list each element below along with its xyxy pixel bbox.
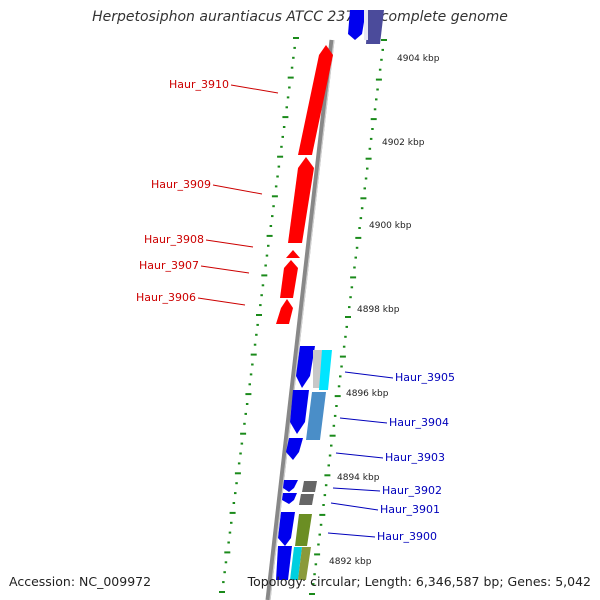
- left-gene-group: [276, 45, 333, 324]
- gene-block-e[interactable]: [278, 512, 295, 546]
- gene-block-olive[interactable]: [298, 547, 311, 580]
- connector-haur-3905: [344, 371, 394, 379]
- scale-label-4892: 4892 kbp: [329, 557, 372, 567]
- connector-haur-3909: [212, 184, 263, 195]
- gene-block-d[interactable]: [282, 493, 297, 504]
- gene-block-c[interactable]: [283, 480, 298, 492]
- right-gene-group: [276, 346, 332, 580]
- connector-haur-3902: [332, 487, 381, 492]
- connector-haur-3900: [327, 532, 376, 538]
- connector-haur-3903: [335, 452, 384, 459]
- top-genes: [348, 10, 384, 44]
- gene-block-b[interactable]: [290, 390, 309, 434]
- top-gene-slate[interactable]: [366, 10, 384, 44]
- gene-haur-3906[interactable]: [276, 299, 293, 324]
- accession-text: Accession: NC_009972: [9, 574, 152, 589]
- label-haur-3900[interactable]: Haur_3900: [377, 530, 437, 543]
- right-tick-track: [309, 39, 387, 595]
- gene-haur-3907[interactable]: [280, 260, 298, 298]
- scale-label-4900: 4900 kbp: [369, 221, 412, 231]
- connector-haur-3907: [200, 265, 250, 274]
- gene-block-a-grey[interactable]: [313, 350, 322, 388]
- top-gene-separator: [364, 10, 368, 40]
- label-haur-3907[interactable]: Haur_3907: [139, 259, 199, 272]
- gene-haur-3901[interactable]: [299, 494, 314, 505]
- gene-haur-3902[interactable]: [302, 481, 317, 492]
- scale-labels: 4904 kbp 4902 kbp 4900 kbp 4898 kbp 4896…: [329, 54, 440, 567]
- scale-label-4902: 4902 kbp: [382, 138, 425, 148]
- left-tick-track: [219, 37, 299, 593]
- scale-label-4898: 4898 kbp: [357, 305, 400, 315]
- label-haur-3904[interactable]: Haur_3904: [389, 416, 449, 429]
- connector-haur-3910: [230, 84, 279, 94]
- top-gene-blue[interactable]: [348, 10, 366, 40]
- backbone-line: [265, 39, 335, 600]
- gene-haur-3903[interactable]: [286, 438, 303, 460]
- gene-haur-3909[interactable]: [288, 157, 314, 243]
- gene-haur-3908[interactable]: [286, 250, 300, 258]
- backbone-highlight: [269, 39, 335, 600]
- gene-haur-3910[interactable]: [298, 45, 333, 155]
- map-title: Herpetosiphon aurantiacus ATCC 23779, co…: [92, 9, 508, 25]
- gene-block-a[interactable]: [296, 346, 315, 388]
- connector-haur-3906: [197, 297, 246, 306]
- connector-haur-3904: [339, 417, 388, 424]
- summary-text: Topology: circular; Length: 6,346,587 bp…: [247, 574, 591, 589]
- label-haur-3905[interactable]: Haur_3905: [395, 371, 455, 384]
- label-haur-3908[interactable]: Haur_3908: [144, 233, 204, 246]
- connector-haur-3901: [330, 502, 379, 511]
- gene-haur-3904[interactable]: [306, 392, 326, 440]
- connector-haur-3908: [205, 239, 254, 248]
- gene-block-f[interactable]: [276, 546, 292, 580]
- scale-label-4904: 4904 kbp: [397, 54, 440, 64]
- left-labels: Haur_3910 Haur_3909 Haur_3908 Haur_3907 …: [136, 78, 279, 306]
- scale-label-4896: 4896 kbp: [346, 389, 389, 399]
- scale-label-4894: 4894 kbp: [337, 473, 380, 483]
- label-haur-3910[interactable]: Haur_3910: [169, 78, 229, 91]
- gene-haur-3905[interactable]: [319, 350, 332, 390]
- label-haur-3902[interactable]: Haur_3902: [382, 484, 442, 497]
- label-haur-3909[interactable]: Haur_3909: [151, 178, 211, 191]
- gene-haur-3900[interactable]: [295, 514, 312, 546]
- label-haur-3906[interactable]: Haur_3906: [136, 291, 196, 304]
- label-haur-3901[interactable]: Haur_3901: [380, 503, 440, 516]
- right-labels: Haur_3905 Haur_3904 Haur_3903 Haur_3902 …: [327, 371, 455, 543]
- label-haur-3903[interactable]: Haur_3903: [385, 451, 445, 464]
